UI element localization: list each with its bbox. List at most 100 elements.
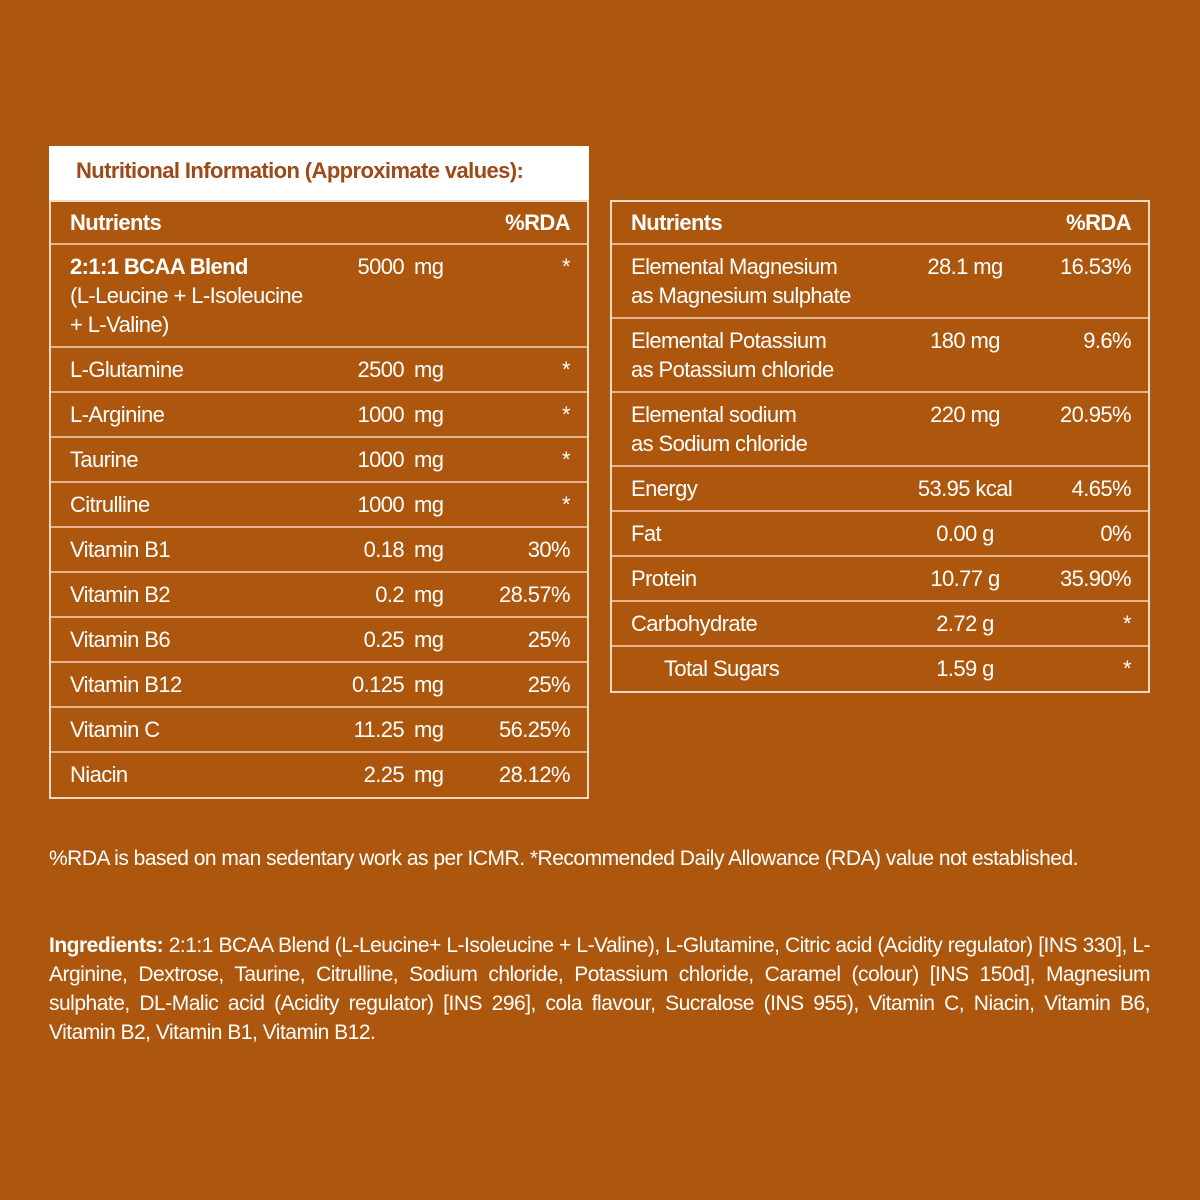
rda-value: 0%	[1100, 521, 1131, 546]
nutrient-name: Vitamin C	[70, 717, 160, 742]
row-divider	[49, 706, 589, 708]
unit: mg	[414, 537, 444, 562]
row-divider	[610, 555, 1150, 557]
nutrient-name: Elemental Potassium	[631, 328, 827, 353]
row-divider	[49, 391, 589, 393]
nutrient-name: Taurine	[70, 447, 139, 472]
rda-value: 56.25%	[498, 717, 571, 742]
nutrient-name: (L-Leucine + L-Isoleucine	[70, 283, 303, 308]
rda-value: 28.57%	[498, 582, 571, 607]
nutrient-name: as Potassium chloride	[631, 357, 834, 382]
row-divider	[49, 526, 589, 528]
row-divider	[610, 391, 1150, 393]
row-divider	[610, 317, 1150, 319]
amount: 2.72 g	[936, 611, 994, 636]
rda-value: 4.65%	[1071, 476, 1132, 501]
amount: 0.125	[351, 672, 405, 697]
nutrient-name: Total Sugars	[664, 656, 780, 681]
rda-value: 30%	[527, 537, 571, 562]
unit: mg	[414, 672, 444, 697]
unit: mg	[414, 582, 444, 607]
rda-value: 9.6%	[1083, 328, 1131, 353]
amount: 1.59 g	[936, 656, 994, 681]
nutrient-name: Energy	[631, 476, 698, 501]
rda-value: 28.12%	[498, 762, 571, 787]
header-rda: %RDA	[1066, 210, 1131, 235]
nutrient-name: Vitamin B12	[70, 672, 182, 697]
nutrient-name: as Magnesium sulphate	[631, 283, 851, 308]
unit: mg	[414, 402, 444, 427]
amount: 2.25	[363, 762, 405, 787]
unit: mg	[414, 762, 444, 787]
rda-value: 35.90%	[1059, 566, 1132, 591]
row-divider	[49, 436, 589, 438]
table-border	[610, 200, 1150, 693]
amount: 1000	[357, 402, 404, 427]
amount: 1000	[357, 447, 404, 472]
title-box	[49, 146, 589, 200]
row-divider	[610, 510, 1150, 512]
amount: 0.25	[363, 627, 405, 652]
amount: 1000	[357, 492, 404, 517]
row-divider	[49, 661, 589, 663]
amount: 10.77 g	[930, 566, 1000, 591]
rda-value: *	[1123, 611, 1132, 636]
nutrient-name: Vitamin B1	[70, 537, 171, 562]
nutrient-name: Citrulline	[70, 492, 150, 517]
ingredients: Ingredients: 2:1:1 BCAA Blend (L-Leucine…	[49, 931, 1151, 1047]
amount: 11.25	[353, 717, 405, 742]
unit: mg	[414, 357, 444, 382]
nutrient-name: 2:1:1 BCAA Blend	[70, 254, 248, 279]
rda-value: *	[562, 357, 571, 382]
rda-value: *	[1123, 656, 1132, 681]
row-divider	[610, 465, 1150, 467]
amount: 220 mg	[930, 402, 1000, 427]
nutrient-name: + L-Valine)	[70, 312, 169, 337]
unit: mg	[414, 254, 444, 279]
nutrient-name: Elemental Magnesium	[631, 254, 838, 279]
unit: mg	[414, 447, 444, 472]
row-divider	[49, 243, 589, 245]
nutrient-name: Vitamin B2	[70, 582, 171, 607]
amount: 180 mg	[930, 328, 1000, 353]
amount: 0.2	[375, 582, 404, 607]
title: Nutritional Information (Approximate val…	[76, 158, 524, 183]
table-border	[49, 200, 589, 799]
rda-value: 20.95%	[1059, 402, 1132, 427]
ingredients-text: 2:1:1 BCAA Blend (L-Leucine+ L-Isoleucin…	[49, 934, 1151, 1044]
rda-value: 25%	[527, 627, 571, 652]
amount: 5000	[357, 254, 404, 279]
amount: 0.18	[363, 537, 405, 562]
rda-value: 16.53%	[1059, 254, 1132, 279]
ingredients-label: Ingredients:	[49, 934, 164, 957]
row-divider	[610, 645, 1150, 647]
row-divider	[610, 600, 1150, 602]
rda-value: *	[562, 492, 571, 517]
row-divider	[610, 243, 1150, 245]
row-divider	[49, 481, 589, 483]
unit: mg	[414, 627, 444, 652]
amount: 53.95 kcal	[917, 476, 1013, 501]
amount: 28.1 mg	[927, 254, 1003, 279]
nutrient-name: Carbohydrate	[631, 611, 758, 636]
footnote: %RDA is based on man sedentary work as p…	[49, 847, 1079, 870]
header-nutrients: Nutrients	[70, 210, 162, 235]
rda-value: *	[562, 447, 571, 472]
nutrient-name: L-Glutamine	[70, 357, 184, 382]
row-divider	[49, 346, 589, 348]
unit: mg	[414, 492, 444, 517]
rda-value: *	[562, 254, 571, 279]
rda-value: *	[562, 402, 571, 427]
amount: 0.00 g	[936, 521, 994, 546]
amount: 2500	[357, 357, 404, 382]
row-divider	[49, 571, 589, 573]
nutrient-name: Vitamin B6	[70, 627, 171, 652]
row-divider	[49, 616, 589, 618]
unit: mg	[414, 717, 444, 742]
nutrient-name: Niacin	[70, 762, 128, 787]
header-rda: %RDA	[505, 210, 570, 235]
nutrient-name: Protein	[631, 566, 697, 591]
rda-value: 25%	[527, 672, 571, 697]
nutrient-name: as Sodium chloride	[631, 431, 808, 456]
